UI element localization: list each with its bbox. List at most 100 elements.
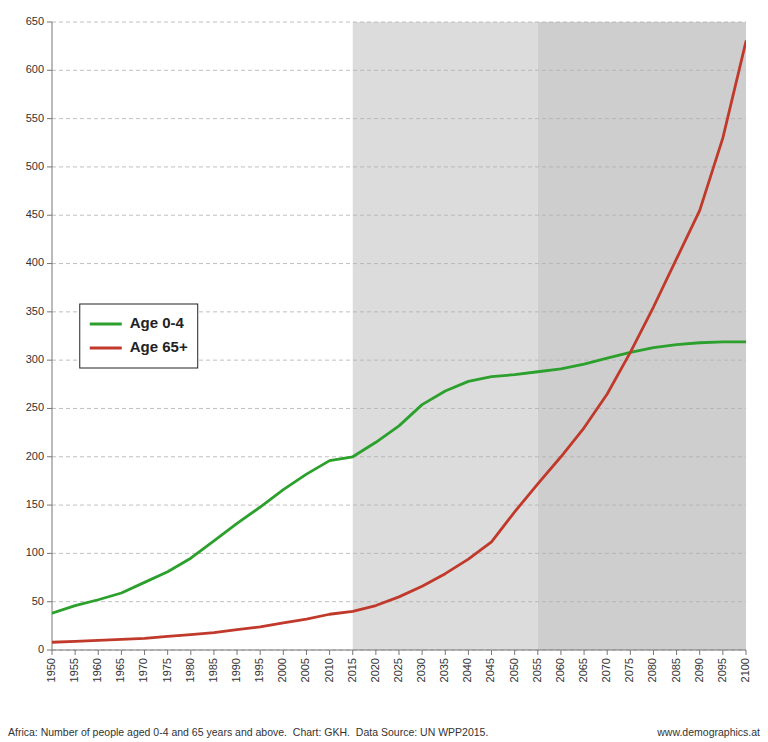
y-tick-label: 100 <box>26 546 44 558</box>
x-tick <box>607 650 608 655</box>
x-tick-label: 2025 <box>392 658 404 682</box>
x-tick <box>260 650 261 655</box>
x-tick <box>144 650 145 655</box>
x-tick <box>52 650 53 655</box>
legend: Age 0-4 Age 65+ <box>80 304 198 368</box>
y-tick <box>47 408 52 409</box>
y-tick <box>47 22 52 23</box>
x-tick <box>306 650 307 655</box>
y-tick <box>47 505 52 506</box>
x-tick <box>375 650 376 655</box>
x-tick-label: 2035 <box>438 658 450 682</box>
x-tick-label: 1970 <box>137 658 149 682</box>
series-line <box>52 342 746 613</box>
y-tick <box>47 311 52 312</box>
y-tick <box>47 70 52 71</box>
credit: www.demographics.at <box>656 726 760 738</box>
x-tick <box>237 650 238 655</box>
x-tick <box>468 650 469 655</box>
plot-background <box>52 22 746 650</box>
y-tick-label: 150 <box>26 498 44 510</box>
grid-line <box>52 166 746 167</box>
y-tick <box>47 215 52 216</box>
y-tick <box>47 360 52 361</box>
x-tick-label: 1985 <box>207 658 219 682</box>
y-tick-label: 300 <box>26 353 44 365</box>
y-axis-line <box>52 22 53 650</box>
x-tick <box>213 650 214 655</box>
x-tick <box>630 650 631 655</box>
y-tick-label: 450 <box>26 208 44 220</box>
grid-line <box>52 215 746 216</box>
caption: Africa: Number of people aged 0-4 and 65… <box>8 726 488 738</box>
x-tick <box>329 650 330 655</box>
x-tick <box>514 650 515 655</box>
grid-line <box>52 601 746 602</box>
x-tick-label: 2010 <box>323 658 335 682</box>
x-tick <box>746 650 747 655</box>
x-tick-label: 2055 <box>531 658 543 682</box>
x-tick <box>676 650 677 655</box>
y-tick-label: 50 <box>32 595 44 607</box>
x-tick-label: 2060 <box>554 658 566 682</box>
x-tick <box>653 650 654 655</box>
lines <box>52 41 746 642</box>
x-tick-label: 2070 <box>600 658 612 682</box>
x-tick-label: 1995 <box>253 658 265 682</box>
legend-box <box>80 304 198 368</box>
x-tick-label: 2075 <box>623 658 635 682</box>
grid-line <box>52 22 746 23</box>
y-tick-label: 400 <box>26 256 44 268</box>
x-tick-label: 2045 <box>484 658 496 682</box>
x-tick <box>190 650 191 655</box>
y-tick <box>47 650 52 651</box>
x-tick <box>584 650 585 655</box>
x-tick <box>75 650 76 655</box>
x-tick-label: 2015 <box>346 658 358 682</box>
x-tick-label: 2020 <box>369 658 381 682</box>
y-tick <box>47 118 52 119</box>
x-tick <box>167 650 168 655</box>
y-tick-label: 350 <box>26 305 44 317</box>
y-tick-label: 550 <box>26 112 44 124</box>
y-grid <box>52 22 746 650</box>
chart: 0501001502002503003504004505005506006501… <box>0 0 768 742</box>
y-tick <box>47 553 52 554</box>
x-tick-label: 1955 <box>68 658 80 682</box>
y-tick-label: 500 <box>26 160 44 172</box>
series-line <box>52 41 746 642</box>
bands <box>353 22 746 650</box>
x-tick <box>422 650 423 655</box>
grid-line <box>52 408 746 409</box>
grid-line <box>52 70 746 71</box>
grid-line <box>52 263 746 264</box>
x-tick-label: 1950 <box>45 658 57 682</box>
x-tick-label: 2000 <box>276 658 288 682</box>
x-tick-label: 1990 <box>230 658 242 682</box>
grid-line <box>52 553 746 554</box>
grid-line <box>52 650 746 651</box>
legend-label: Age 0-4 <box>130 314 185 331</box>
y-tick <box>47 601 52 602</box>
y-axis: 050100150200250300350400450500550600650 <box>26 15 52 655</box>
x-tick-label: 1965 <box>114 658 126 682</box>
x-tick <box>445 650 446 655</box>
x-tick <box>121 650 122 655</box>
x-tick-label: 2095 <box>716 658 728 682</box>
grid-line <box>52 118 746 119</box>
y-tick <box>47 166 52 167</box>
x-axis-line <box>52 650 746 651</box>
x-tick-label: 2005 <box>299 658 311 682</box>
x-tick <box>98 650 99 655</box>
x-tick-label: 2100 <box>739 658 751 682</box>
x-tick-label: 2065 <box>577 658 589 682</box>
x-tick-label: 2040 <box>461 658 473 682</box>
x-tick-label: 1960 <box>91 658 103 682</box>
x-tick-label: 2050 <box>508 658 520 682</box>
y-tick-label: 600 <box>26 63 44 75</box>
y-tick-label: 250 <box>26 401 44 413</box>
legend-swatch <box>90 323 122 326</box>
x-tick <box>399 650 400 655</box>
legend-label: Age 65+ <box>130 338 188 355</box>
x-tick <box>352 650 353 655</box>
